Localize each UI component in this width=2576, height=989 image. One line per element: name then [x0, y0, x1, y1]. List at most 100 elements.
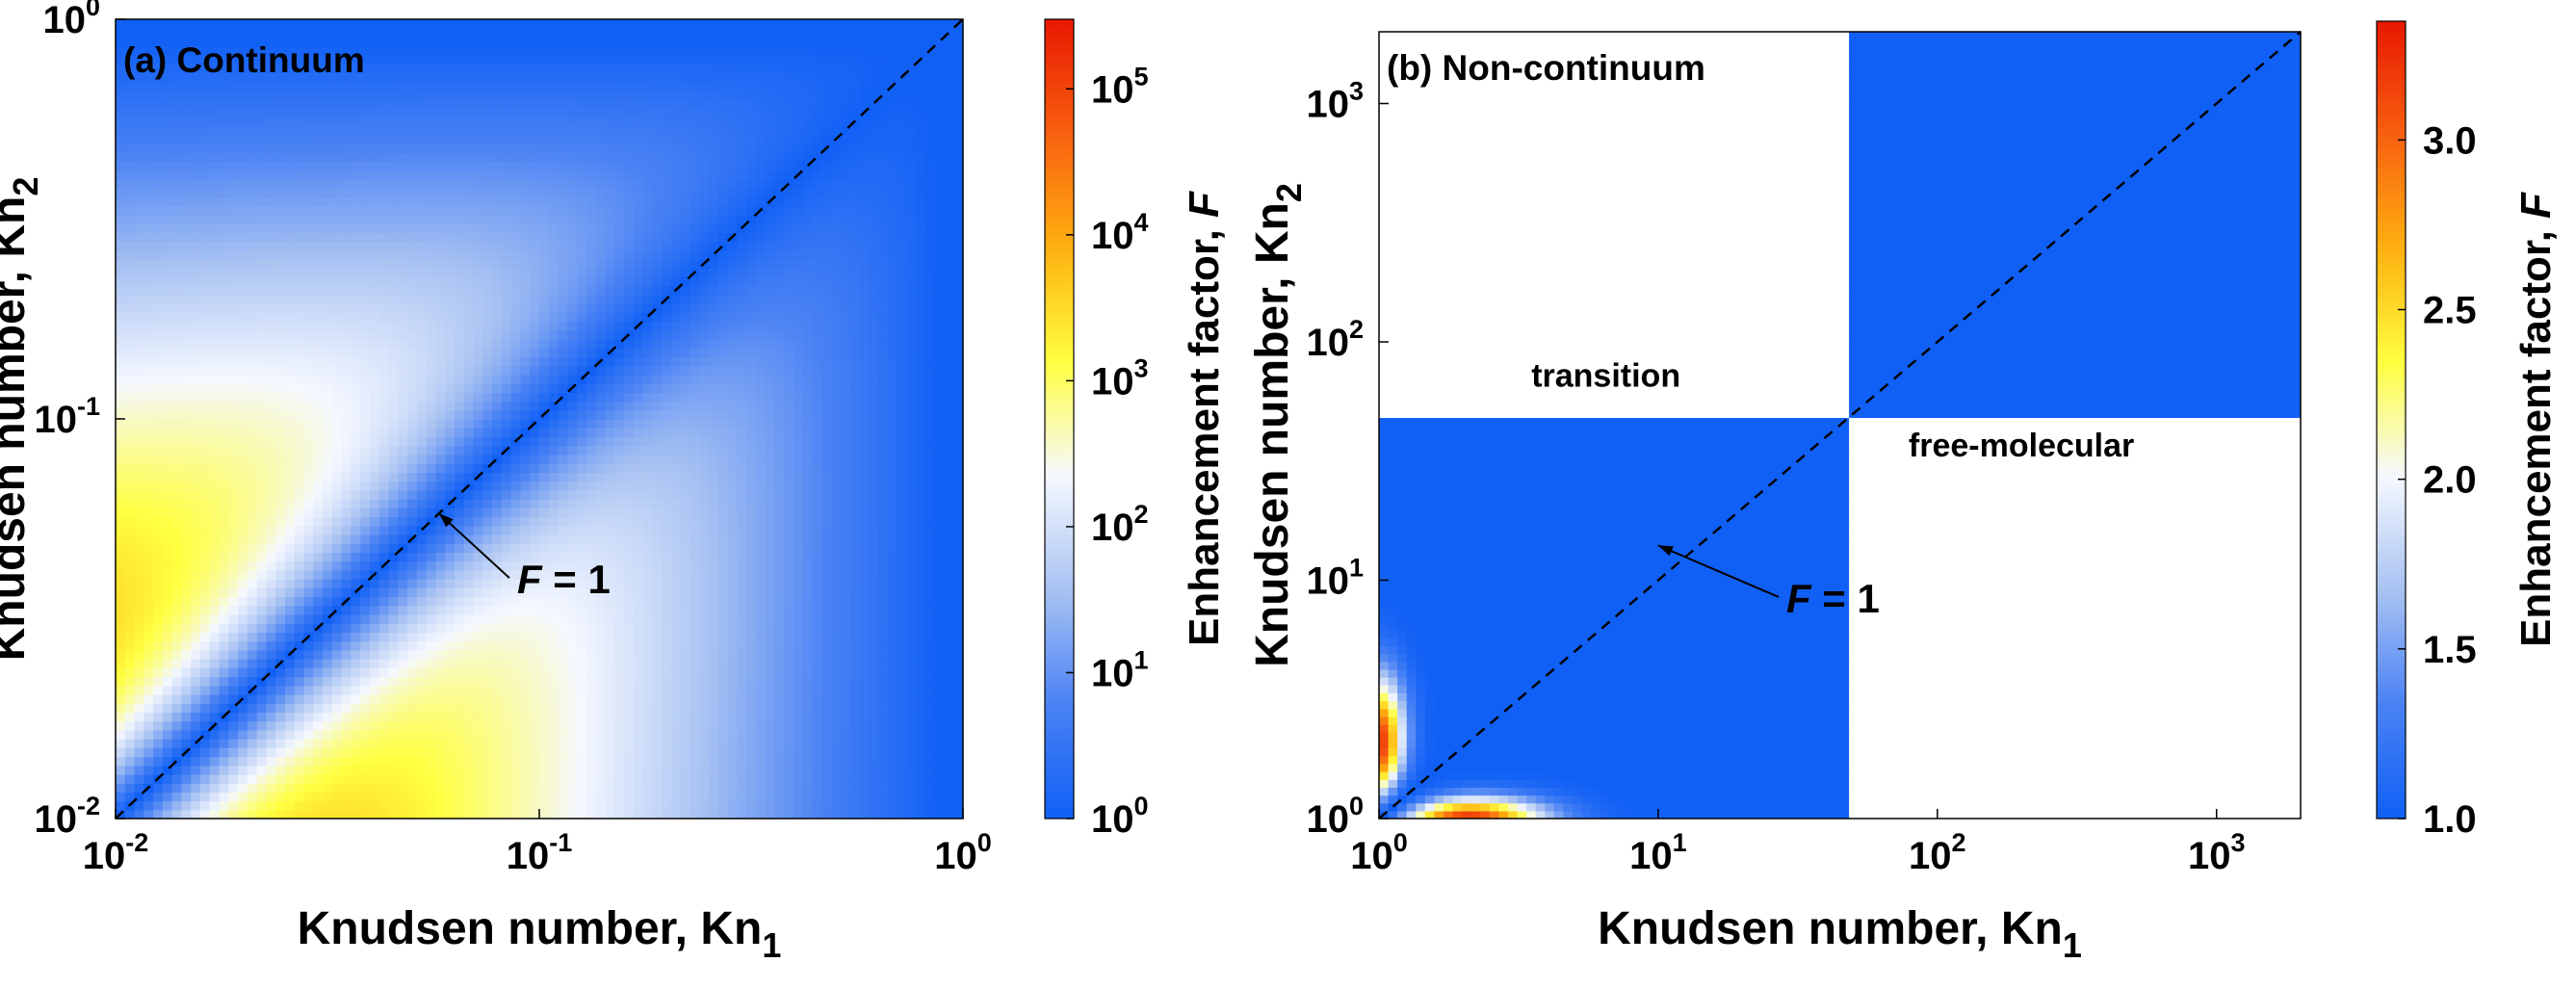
heatmap-cell — [633, 783, 644, 794]
heatmap-cell — [520, 374, 531, 384]
heatmap-cell — [633, 579, 644, 588]
heatmap-cell — [388, 792, 400, 802]
heatmap-cell — [266, 739, 276, 748]
heatmap-cell — [294, 472, 305, 482]
heatmap-cell — [840, 560, 851, 571]
heatmap-cell — [840, 339, 851, 349]
heatmap-cell — [746, 579, 757, 588]
heatmap-cell — [746, 489, 757, 500]
heatmap-cell — [737, 436, 747, 447]
heatmap-cell — [831, 516, 842, 527]
heatmap-cell — [134, 712, 145, 722]
heatmap-cell — [916, 348, 926, 358]
heatmap-cell — [670, 454, 682, 464]
heatmap-cell — [530, 720, 540, 731]
heatmap-cell — [567, 613, 578, 624]
heatmap-cell — [821, 747, 832, 758]
heatmap-cell — [313, 649, 324, 660]
heatmap-cell — [662, 739, 672, 748]
heatmap-cell — [916, 783, 926, 794]
heatmap-cell — [360, 596, 371, 607]
heatmap-cell — [614, 587, 625, 598]
heatmap-cell — [370, 676, 380, 687]
heatmap-cell — [313, 667, 324, 678]
heatmap-cell — [924, 613, 936, 624]
heatmap-cell — [153, 481, 164, 491]
heatmap-cell — [530, 659, 540, 668]
heatmap-cell — [944, 605, 954, 615]
heatmap-cell — [200, 472, 211, 482]
heatmap-cell — [897, 587, 908, 598]
heatmap-cell — [426, 365, 437, 376]
heatmap-cell — [840, 605, 851, 615]
heatmap-cell — [539, 613, 550, 624]
heatmap-cell — [116, 365, 126, 376]
heatmap-cell — [755, 649, 767, 660]
heatmap-cell — [285, 329, 296, 340]
heatmap-cell — [426, 454, 437, 464]
heatmap-cell — [869, 712, 879, 722]
heatmap-cell — [191, 445, 201, 455]
heatmap-cell — [463, 579, 475, 588]
heatmap-cell — [585, 454, 597, 464]
heatmap-cell — [585, 729, 597, 740]
heatmap-cell — [181, 383, 192, 394]
heatmap-cell — [171, 321, 183, 331]
heatmap-cell — [577, 339, 587, 349]
heatmap-cell — [445, 348, 455, 358]
heatmap-cell — [624, 720, 635, 731]
heatmap-cell — [247, 419, 258, 429]
heatmap-cell — [510, 481, 522, 491]
heatmap-cell — [492, 552, 503, 562]
heatmap-cell — [482, 579, 493, 588]
heatmap-cell — [219, 560, 230, 571]
heatmap-cell — [558, 543, 569, 554]
heatmap-cell — [445, 401, 455, 411]
heatmap-cell — [812, 463, 823, 474]
heatmap-cell — [774, 605, 785, 615]
heatmap-cell — [558, 569, 569, 580]
heatmap-cell — [331, 720, 343, 731]
heatmap-cell — [633, 481, 644, 491]
heatmap-cell — [501, 712, 512, 722]
heatmap-cell — [577, 329, 587, 340]
heatmap-cell — [548, 569, 559, 580]
heatmap-cell — [388, 321, 400, 331]
heatmap-cell — [303, 693, 315, 704]
heatmap-cell — [859, 783, 870, 794]
heatmap-cell — [548, 693, 559, 704]
heatmap-cell — [802, 720, 814, 731]
heatmap-cell — [784, 693, 794, 704]
heatmap-cell — [690, 365, 700, 376]
heatmap-cell — [887, 419, 898, 429]
heatmap-cell — [812, 560, 823, 571]
heatmap-cell — [614, 472, 625, 482]
heatmap-cell — [633, 792, 644, 802]
heatmap-cell — [699, 596, 710, 607]
heatmap-cell — [266, 712, 276, 722]
heatmap-cell — [285, 356, 296, 367]
heatmap-cell — [605, 552, 615, 562]
heatmap-cell — [143, 374, 154, 384]
heatmap-cell — [143, 632, 154, 642]
heatmap-cell — [746, 560, 757, 571]
heatmap-cell — [407, 516, 418, 527]
heatmap-cell — [944, 489, 954, 500]
heatmap-cell — [567, 587, 578, 598]
heatmap-cell — [445, 525, 455, 535]
heatmap-cell — [416, 329, 428, 340]
heatmap-cell — [812, 765, 823, 775]
heatmap-cell — [116, 773, 126, 784]
heatmap-cell — [313, 809, 324, 819]
heatmap-cell — [765, 365, 776, 376]
heatmap-cell — [699, 569, 710, 580]
heatmap-cell — [303, 525, 315, 535]
heatmap-cell — [699, 756, 710, 767]
heatmap-cell — [510, 659, 522, 668]
heatmap-cell — [388, 605, 400, 615]
heatmap-cell — [916, 640, 926, 651]
heatmap-cell — [953, 534, 963, 544]
heatmap-cell — [426, 623, 437, 634]
heatmap-cell — [116, 800, 126, 811]
heatmap-cell — [944, 613, 954, 624]
